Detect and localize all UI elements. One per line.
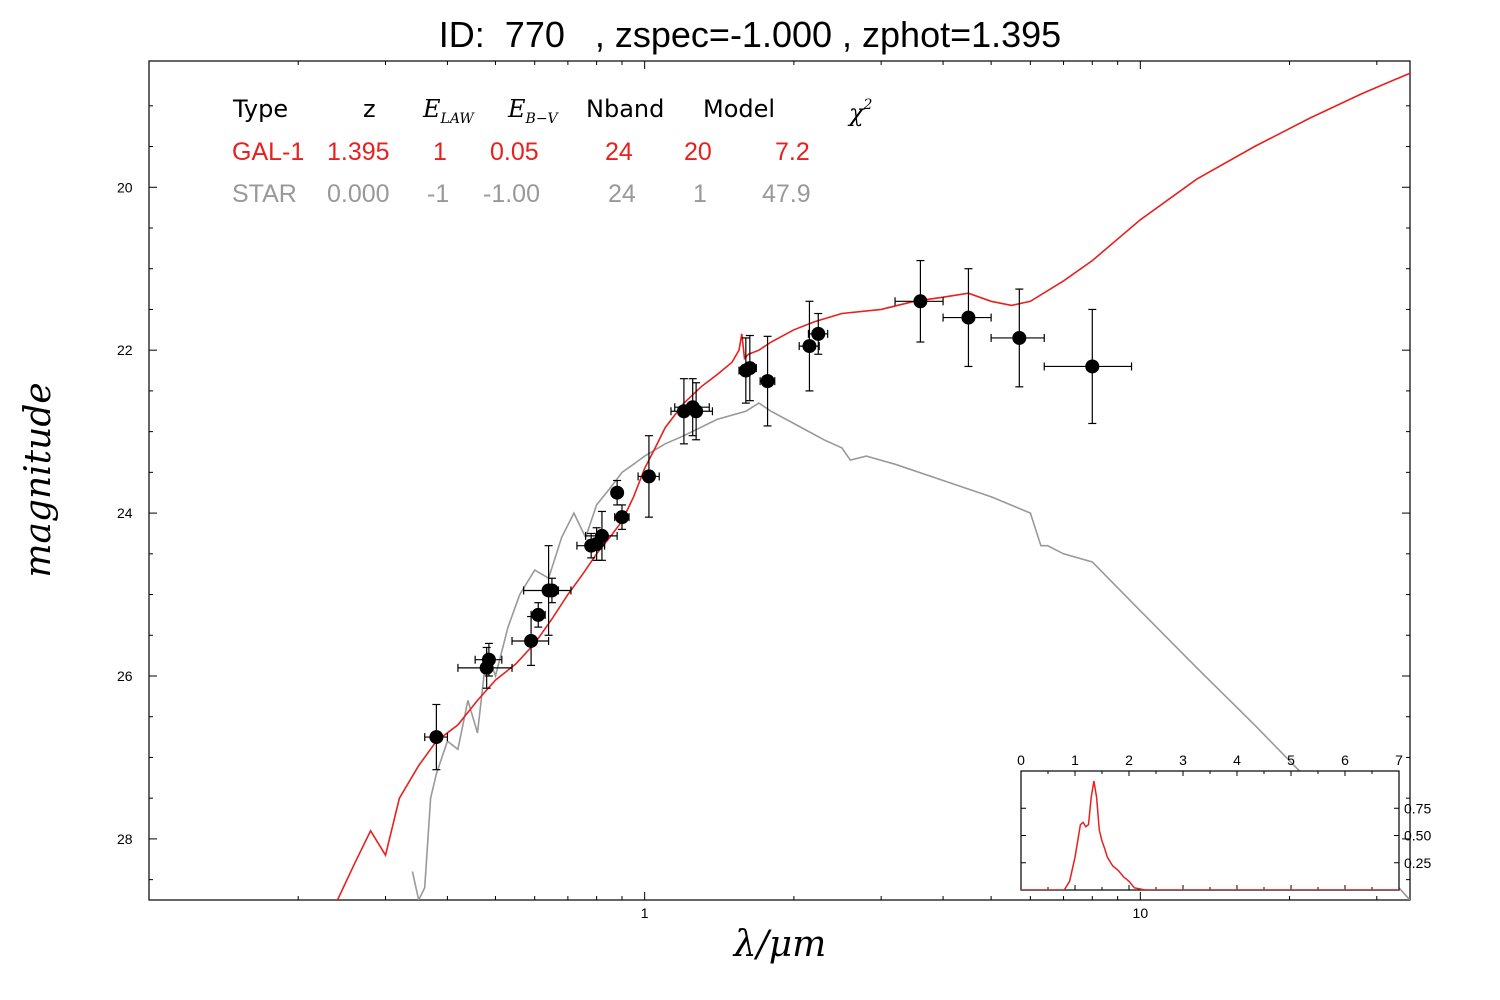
inset-x-tick-label: 4 [1233,752,1241,768]
inset-x-tick-label: 0 [1017,752,1025,768]
inset-y-tick-label: 0.25 [1404,855,1431,871]
data-point [641,469,656,484]
row-type: STAR [232,180,297,208]
header-ebv: EB−V [507,95,560,127]
data-point [610,485,625,500]
row-chi2: 7.2 [775,138,810,166]
inset-x-tick-label: 2 [1125,752,1133,768]
row-ebv: -1.00 [483,180,540,208]
pdf-line [1021,780,1399,890]
y-tick-label: 26 [117,668,133,684]
data-point [531,607,546,622]
row-type: GAL-1 [232,138,304,166]
row-chi2: 47.9 [762,180,811,208]
data-point [524,633,539,648]
data-point [689,404,704,419]
series-line-gal-1 [336,72,1410,900]
x-axis-label: λ/μm [732,924,826,965]
inset-x-tick-label: 6 [1341,752,1349,768]
inset-pdf [1021,780,1399,890]
data-point [742,361,757,376]
model-curves [336,72,1410,900]
header-chi2: χ2 [847,97,873,127]
inset-y-tick-label: 0.75 [1404,800,1431,816]
inset-axis-ticks: 0 1 2 3 4 5 6 7 0.25 0.50 0.75 [1017,752,1431,890]
x-tick-label: 1 [641,905,649,921]
row-z: 0.000 [327,180,390,208]
data-point [614,510,629,525]
photometry-points [424,259,1133,771]
y-tick-label: 20 [117,179,133,195]
data-point [1085,359,1100,374]
series-line-star [411,402,1410,900]
y-axis-label: magnitude [18,382,59,577]
header-z: z [363,95,376,123]
row-elaw: -1 [427,180,449,208]
y-tick-label: 24 [117,505,133,521]
row-nband: 24 [608,180,636,208]
data-point [544,583,559,598]
data-point [1012,330,1027,345]
y-tick-label: 22 [117,342,133,358]
header-nband: Nband [586,95,664,123]
row-z: 1.395 [327,138,390,166]
row-elaw: 1 [433,138,447,166]
header-type: Type [232,95,288,123]
plot-frame [148,60,1411,901]
data-point [760,374,775,389]
header-model: Model [703,95,775,123]
row-nband: 24 [605,138,633,166]
x-tick-label: 10 [1133,905,1149,921]
inset-y-tick-label: 0.50 [1404,828,1431,844]
y-tick-label: 28 [117,831,133,847]
inset-x-tick-label: 5 [1287,752,1295,768]
inset-x-tick-label: 7 [1395,752,1403,768]
row-ebv: 0.05 [490,138,539,166]
page-title: ID: 770 , zspec=-1.000 , zphot=1.395 [438,14,1062,55]
inset-x-tick-label: 1 [1071,752,1079,768]
row-model: 20 [684,138,712,166]
data-point [594,528,609,543]
header-elaw: ELAW [422,95,475,127]
data-point [961,310,976,325]
fit-table: Type z ELAW EB−V Nband Model χ2 GAL-1 1.… [232,95,873,208]
data-point [429,730,444,745]
inset-x-tick-label: 3 [1179,752,1187,768]
data-point [913,294,928,309]
inset-frame [1020,770,1400,891]
data-point [481,652,496,667]
row-model: 1 [693,180,707,208]
data-point [811,326,826,341]
data-point [802,339,817,354]
